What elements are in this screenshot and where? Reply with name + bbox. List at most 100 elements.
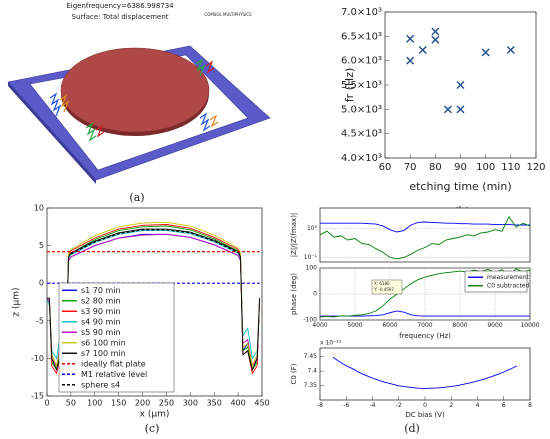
x-tick-label: 50 [66, 399, 76, 408]
x-tick-label: 5000 [347, 322, 362, 329]
point [431, 35, 440, 44]
legend-label: s2 80 min [81, 296, 121, 305]
x-tick-label: 400 [230, 399, 245, 408]
legend-label: s4 90 min [81, 317, 121, 326]
point [406, 34, 415, 43]
series-line [320, 221, 530, 233]
y-tick-label: -5 [36, 316, 44, 325]
x-tick-label: 7000 [417, 322, 432, 329]
caption: (d) [404, 422, 420, 435]
x-tick-label: 9000 [487, 322, 502, 329]
legend-label: s3 90 min [81, 307, 121, 316]
y-axis-label: fr (Hz) [343, 68, 356, 103]
x-tick-label: -4 [370, 402, 376, 409]
x-tick-label: 60 [379, 162, 392, 173]
legend-label: s1 70 min [81, 286, 121, 295]
x-axis-label: frequency (Hz) [399, 332, 451, 340]
y-tick-label: 10⁰ [307, 225, 318, 232]
render-subtitle: Surface: Total displacement [72, 13, 169, 21]
x-tick-label: -6 [343, 402, 349, 409]
y-tick-label: 7.4 [307, 368, 317, 375]
x-tick-label: 8 [528, 402, 532, 409]
datatip-text: Y: -0.4597 [373, 287, 394, 292]
x-tick-label: 250 [159, 399, 174, 408]
x-tick-label: 200 [135, 399, 150, 408]
y-tick-label: 4.5×10³ [341, 129, 382, 140]
series-line [47, 221, 261, 368]
datatip-text: X: 6180 [374, 281, 390, 286]
point [456, 81, 465, 89]
legend-box [58, 282, 175, 393]
x-axis-label: x (μm) [140, 410, 170, 420]
x-tick-label: 0 [423, 402, 427, 409]
y-tick-label: 6.5×10³ [341, 31, 382, 42]
point [456, 105, 465, 114]
y-axis-label: phase (deg) [290, 273, 298, 315]
series-line [70, 229, 239, 255]
x-tick-label: 0 [44, 399, 49, 408]
y-tick-label: 100 [306, 265, 318, 272]
disc [60, 47, 210, 133]
x-tick-label: 70 [404, 162, 417, 173]
caption: (c) [145, 422, 160, 435]
series-line [47, 228, 261, 372]
chart: 7.35 7.4 7.45 -8 -6 -4 -2 0 2 4 6 8 DC bias (V) C0 (F… [290, 340, 532, 420]
y-tick-label: -100 [303, 317, 317, 324]
legend-label: measurement [487, 274, 530, 281]
y-axis-label: C0 (F) [290, 363, 298, 384]
x-tick-label: 2 [449, 402, 453, 409]
plot-area [319, 347, 531, 401]
x-axis-label: DC bias (V) [405, 411, 445, 419]
y-tick-label: 0 [313, 291, 317, 298]
point [418, 45, 427, 54]
render-panel: Eigenfrequency=6386.998734 Surface: Tota… [7, 2, 271, 184]
legend-label: s7 100 min [81, 349, 126, 358]
y-tick-label: 10 [34, 204, 44, 213]
y-tick-label: -10 [31, 354, 44, 363]
y-tick-label: 7.0×10³ [341, 7, 382, 18]
y-axis-label: |Z|/|Z(fmax)| [290, 213, 298, 258]
caption: (a) [129, 191, 144, 204]
springs [49, 58, 219, 142]
y-tick-label: 7.35 [304, 382, 318, 389]
x-tick-label: 80 [429, 162, 442, 173]
y-tick-label: -15 [31, 392, 44, 401]
chart: 10⁻¹ 10⁰ |Z|/|Z(fmax)| [290, 207, 531, 263]
x-tick-label: 450 [254, 399, 269, 408]
point [481, 48, 490, 57]
axis-exponent: x 10⁻¹³ [320, 340, 342, 347]
legend-label: C0 subtracted [487, 282, 529, 289]
x-tick-label: 4000 [312, 322, 327, 329]
y-tick-label: 5 [39, 241, 44, 250]
plot-area [319, 207, 531, 263]
legend-label: ideally flat plate [81, 359, 146, 368]
legend-label: M1 relative level [81, 370, 147, 379]
y-tick-label: 10⁻¹ [304, 254, 318, 261]
x-tick-label: 120 [526, 162, 545, 173]
x-tick-label: 10000 [520, 322, 539, 329]
render-title: Eigenfrequency=6386.998734 [66, 2, 174, 10]
series-line [332, 356, 518, 389]
x-tick-label: 90 [454, 162, 467, 173]
y-tick-label: 0 [39, 279, 44, 288]
x-axis-label: etching time (min) [409, 180, 511, 193]
datatip-box [371, 279, 403, 295]
series-line [319, 215, 531, 260]
x-tick-label: 350 [207, 399, 222, 408]
x-tick-label: -8 [317, 402, 323, 409]
series-line [46, 230, 261, 360]
y-tick-label: 4.0×10³ [341, 153, 382, 164]
x-tick-label: 4 [476, 402, 480, 409]
x-tick-label: 8000 [452, 322, 467, 329]
y-tick-label: 5.5×10³ [341, 80, 382, 91]
y-axis-label: z (μm) [12, 287, 22, 316]
legend-label: s6 100 min [81, 338, 126, 347]
y-tick-label: 7.45 [304, 353, 318, 360]
x-tick-label: 300 [183, 399, 198, 408]
series-line [320, 310, 530, 317]
x-tick-label: 6000 [382, 322, 397, 329]
x-tick-label: 150 [111, 399, 126, 408]
x-tick-label: -2 [396, 402, 402, 409]
